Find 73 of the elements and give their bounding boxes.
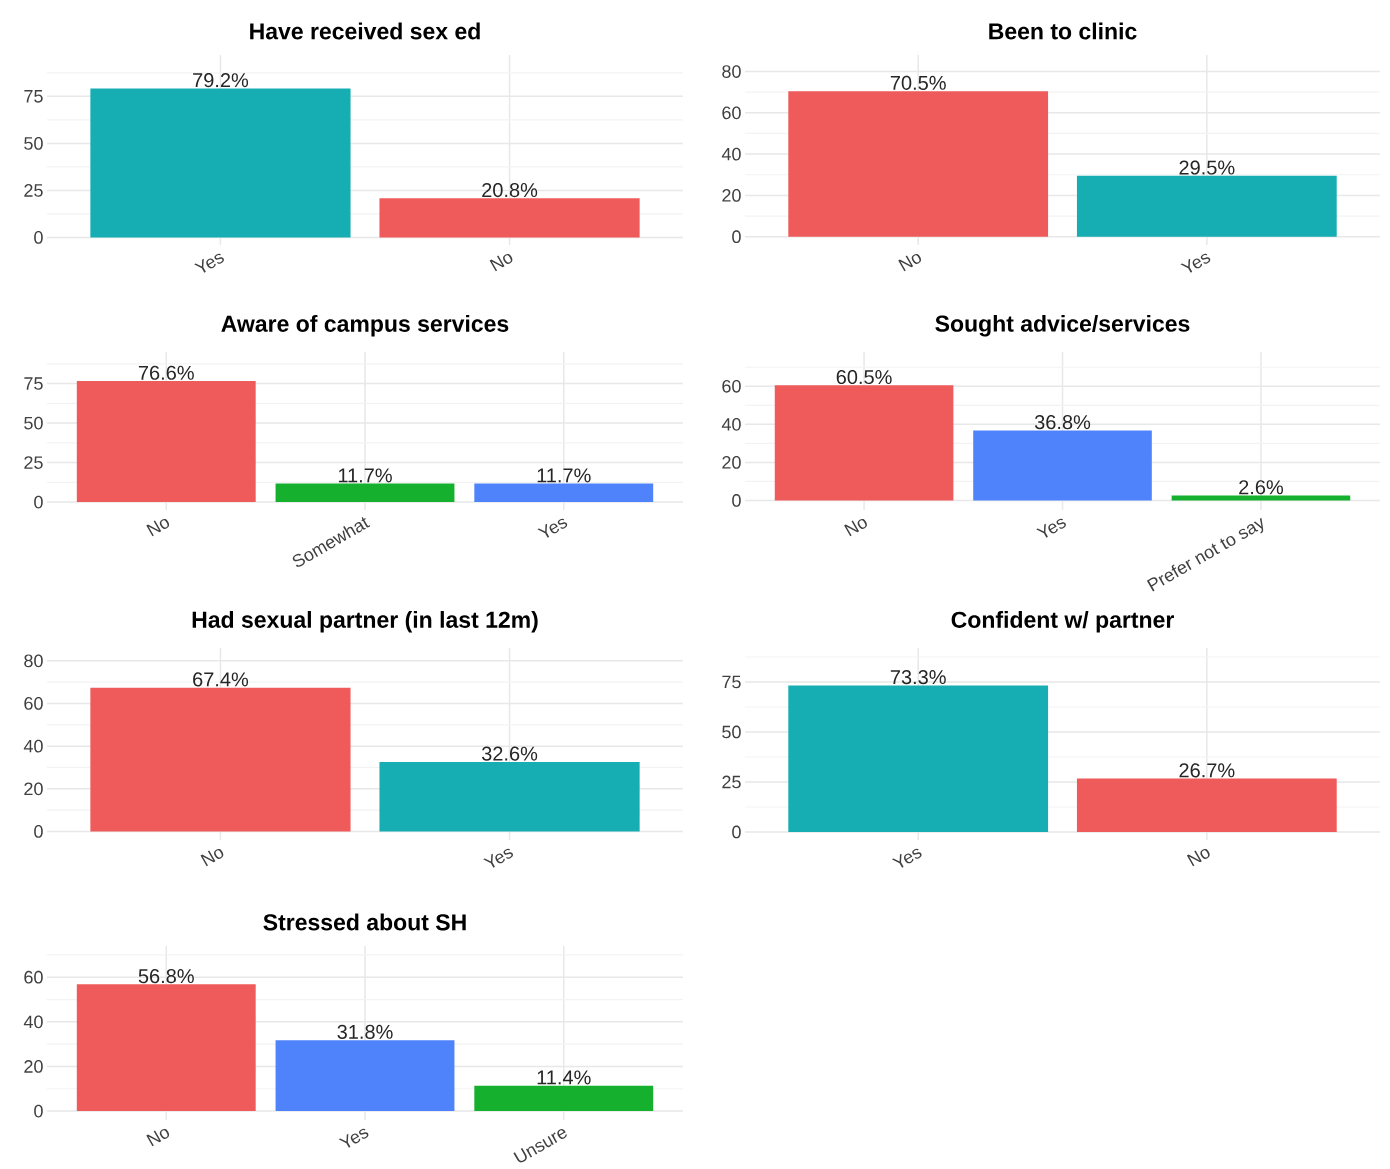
data-label: 20.8% xyxy=(482,182,538,197)
y-tick-label: 50 xyxy=(24,136,43,150)
x-tick-label: Yes xyxy=(338,1128,369,1148)
x-tick-label: No xyxy=(1186,848,1210,867)
chart-title: Had sexual partner (in last 12m) xyxy=(192,610,538,633)
data-label: 31.8% xyxy=(337,1024,393,1039)
x-tick-label: Yes xyxy=(194,253,224,273)
y-tick-label: 25 xyxy=(24,183,43,197)
data-label: 79.2% xyxy=(193,72,249,88)
y-tick-label: 60 xyxy=(722,379,741,393)
x-tick-label: No xyxy=(898,253,922,272)
y-tick-label: 80 xyxy=(24,654,43,668)
y-tick-label: 20 xyxy=(24,782,43,796)
bar xyxy=(76,984,256,1111)
y-tick-label: 20 xyxy=(722,455,741,469)
chart-title: Aware of campus services xyxy=(221,314,509,337)
data-label: 29.5% xyxy=(1179,160,1235,175)
chart-title: Stressed about SH xyxy=(263,913,466,931)
y-tick-label: 75 xyxy=(722,675,741,689)
data-label: 11.7% xyxy=(338,468,392,483)
y-tick-label: 25 xyxy=(722,775,741,789)
y-tick-label: 25 xyxy=(24,456,43,469)
x-tick-label: No xyxy=(146,1128,170,1147)
chart-title: Confident w/ partner xyxy=(951,610,1174,633)
chart-title: Have received sex ed xyxy=(250,22,480,40)
y-tick-label: 60 xyxy=(24,696,43,710)
y-tick-label: 0 xyxy=(732,230,741,243)
y-tick-label: 40 xyxy=(23,739,43,753)
x-tick-label: No xyxy=(200,848,224,867)
y-tick-label: 0 xyxy=(34,1104,43,1118)
data-label: 70.5% xyxy=(890,75,946,90)
y-tick-label: 0 xyxy=(732,825,741,839)
y-tick-label: 0 xyxy=(34,230,43,244)
y-tick-label: 40 xyxy=(23,1015,43,1029)
x-tick-label: Yes xyxy=(483,848,513,868)
bar xyxy=(774,385,954,501)
y-tick-label: 50 xyxy=(24,416,43,430)
data-label: 26.7% xyxy=(1179,763,1235,778)
y-tick-label: 0 xyxy=(34,495,43,509)
x-tick-label: Yes xyxy=(1036,518,1066,538)
x-tick-label: Yes xyxy=(537,518,568,538)
data-label: 73.3% xyxy=(890,669,946,685)
data-label: 67.4% xyxy=(193,672,249,687)
y-tick-label: 40 xyxy=(721,417,741,431)
x-tick-label: Yes xyxy=(1180,253,1211,273)
x-tick-label: No xyxy=(489,253,513,272)
bar xyxy=(973,430,1152,501)
bar xyxy=(474,1085,654,1111)
data-label: 76.6% xyxy=(138,365,194,380)
x-tick-label: No xyxy=(844,518,867,537)
data-label: 60.5% xyxy=(836,369,892,384)
y-tick-label: 75 xyxy=(24,377,43,390)
data-label: 11.4% xyxy=(537,1070,591,1085)
data-label: 2.6% xyxy=(1239,480,1284,495)
data-label: 56.8% xyxy=(138,968,194,984)
data-label: 11.7% xyxy=(537,468,591,483)
chart-title: Sought advice/services xyxy=(935,314,1190,337)
bar xyxy=(275,1040,455,1111)
y-tick-label: 60 xyxy=(722,106,741,120)
y-tick-label: 40 xyxy=(721,147,741,161)
data-label: 36.8% xyxy=(1034,414,1091,430)
x-tick-label: No xyxy=(146,518,170,537)
y-tick-label: 75 xyxy=(24,89,43,103)
data-label: 32.6% xyxy=(481,746,538,761)
y-tick-label: 50 xyxy=(722,725,741,739)
y-tick-label: 60 xyxy=(24,970,43,984)
y-tick-label: 20 xyxy=(24,1059,43,1073)
y-tick-label: 20 xyxy=(722,188,741,202)
chart-title: Been to clinic xyxy=(989,22,1137,40)
y-tick-label: 0 xyxy=(34,824,43,838)
y-tick-label: 80 xyxy=(722,65,741,78)
x-tick-label: Yes xyxy=(891,848,922,868)
y-tick-label: 0 xyxy=(732,493,741,507)
